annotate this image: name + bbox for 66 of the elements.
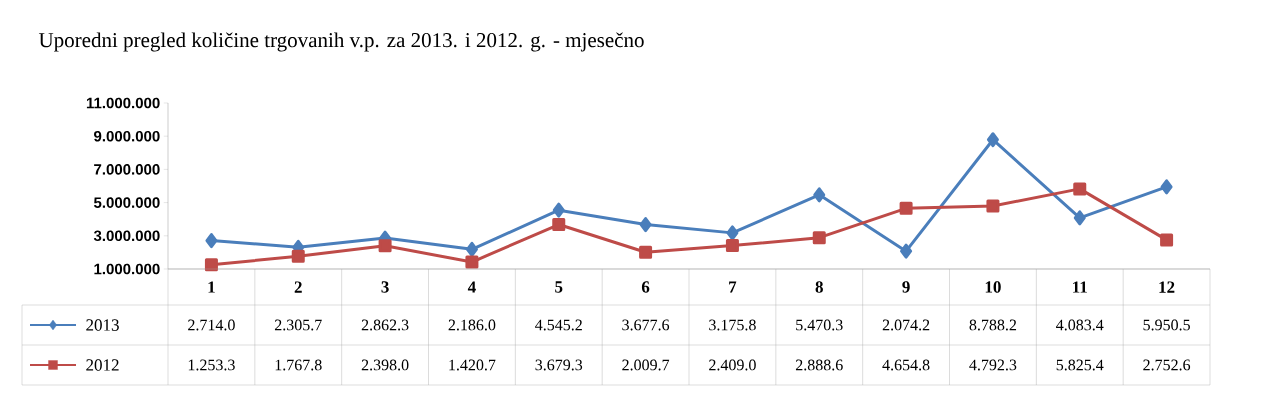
y-tick-label: 3.000.000 [93, 230, 160, 242]
x-tick-label: 8 [815, 281, 823, 293]
point [986, 199, 1000, 213]
point [1160, 179, 1173, 195]
data-label: 2.009.7 [622, 359, 670, 371]
data-label: 2.862.3 [361, 319, 409, 331]
x-tick-label: 2 [294, 281, 302, 293]
y-tick-label: 5.000.000 [93, 197, 160, 208]
point [465, 241, 478, 257]
point [899, 201, 913, 215]
x-tick-label: 11 [1073, 281, 1087, 293]
data-label: 2.305.7 [274, 319, 322, 331]
y-tick-label: 9.000.000 [94, 130, 160, 142]
data-label: 5.470.3 [796, 319, 843, 331]
data-label: 4.792.3 [969, 359, 1017, 371]
point [726, 225, 739, 241]
data-label: 3.175.8 [709, 319, 756, 331]
data-label: 2.752.6 [1143, 359, 1191, 371]
point [1073, 210, 1086, 226]
point [552, 202, 565, 218]
legend-label: 2013 [86, 319, 119, 331]
x-tick-label: 9 [902, 281, 910, 293]
y-tick-label: 7.000.000 [94, 164, 160, 175]
x-tick-label: 4 [467, 281, 476, 293]
legend-label: 2012 [86, 359, 119, 371]
point [813, 187, 826, 203]
data-label: 5.950.5 [1143, 319, 1190, 331]
data-label: 4.654.8 [882, 359, 930, 371]
data-label: 8.788.2 [969, 319, 1017, 331]
chart-title: Uporedni pregled količine trgovanih v.p. za 2013. i 2012. g. - mjesečno [38, 32, 644, 52]
point [812, 231, 826, 245]
data-label: 4.083.4 [1056, 319, 1104, 331]
point [725, 239, 739, 253]
point [378, 239, 392, 253]
data-label: 2.888.6 [795, 359, 843, 371]
x-tick-label: 7 [729, 281, 737, 293]
x-tick-label: 5 [555, 281, 563, 293]
data-label: 1.420.7 [449, 359, 496, 371]
data-label: 1.767.8 [275, 359, 322, 371]
point [205, 233, 218, 249]
y-tick-label: 1.000.000 [94, 263, 160, 275]
point [1073, 182, 1087, 196]
point [1160, 233, 1174, 247]
data-label: 4.545.2 [535, 319, 582, 331]
y-tick-label: 11.000.000 [86, 97, 160, 109]
data-label: 2.398.0 [361, 359, 409, 371]
point [986, 132, 999, 148]
point [639, 245, 653, 259]
x-tick-label: 6 [641, 281, 650, 293]
data-label: 2.186.0 [448, 319, 496, 331]
data-label: 5.825.4 [1056, 359, 1104, 371]
data-label: 3.677.6 [622, 319, 670, 331]
point [639, 217, 652, 233]
point [552, 218, 566, 232]
data-label: 2.714.0 [188, 319, 235, 331]
point [465, 255, 479, 269]
point [291, 249, 305, 263]
point [900, 243, 913, 259]
x-tick-label: 1 [208, 281, 215, 293]
data-label: 3.679.3 [535, 359, 583, 371]
x-tick-label: 12 [1159, 281, 1175, 293]
data-label: 1.253.3 [188, 359, 235, 371]
data-label: 2.409.0 [709, 359, 756, 371]
x-tick-label: 3 [381, 281, 389, 293]
x-tick-label: 10 [985, 281, 1001, 293]
data-label: 2.074.2 [882, 319, 930, 331]
